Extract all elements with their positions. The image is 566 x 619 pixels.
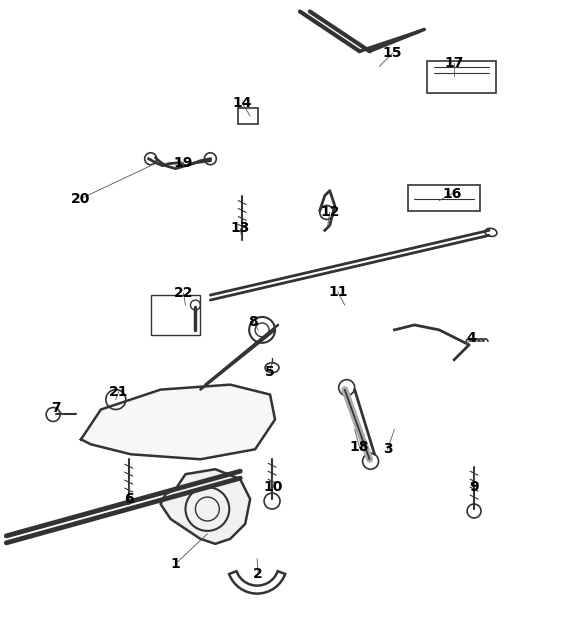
Text: 18: 18	[350, 440, 370, 454]
Wedge shape	[229, 571, 285, 594]
Text: 6: 6	[124, 492, 134, 506]
Bar	[238, 108, 258, 124]
Text: 21: 21	[109, 384, 128, 399]
Text: 7: 7	[52, 400, 61, 415]
Polygon shape	[161, 469, 250, 544]
FancyBboxPatch shape	[409, 184, 480, 212]
Text: 4: 4	[466, 331, 476, 345]
Polygon shape	[81, 384, 275, 459]
Text: 13: 13	[230, 222, 250, 235]
Text: 3: 3	[383, 443, 392, 456]
Text: 11: 11	[328, 285, 348, 299]
Text: 2: 2	[253, 567, 263, 581]
Text: 8: 8	[248, 315, 258, 329]
Text: 14: 14	[233, 96, 252, 110]
Text: 5: 5	[265, 365, 275, 379]
Text: 22: 22	[174, 286, 193, 300]
Bar	[151, 295, 200, 335]
Text: 20: 20	[71, 191, 91, 206]
FancyBboxPatch shape	[427, 61, 496, 93]
Text: 12: 12	[320, 206, 340, 220]
Text: 16: 16	[443, 186, 462, 201]
Text: 9: 9	[469, 480, 479, 494]
Text: 17: 17	[444, 56, 464, 70]
Text: 10: 10	[263, 480, 283, 494]
Text: 19: 19	[174, 156, 193, 170]
Text: 15: 15	[383, 46, 402, 60]
Text: 1: 1	[171, 556, 181, 571]
